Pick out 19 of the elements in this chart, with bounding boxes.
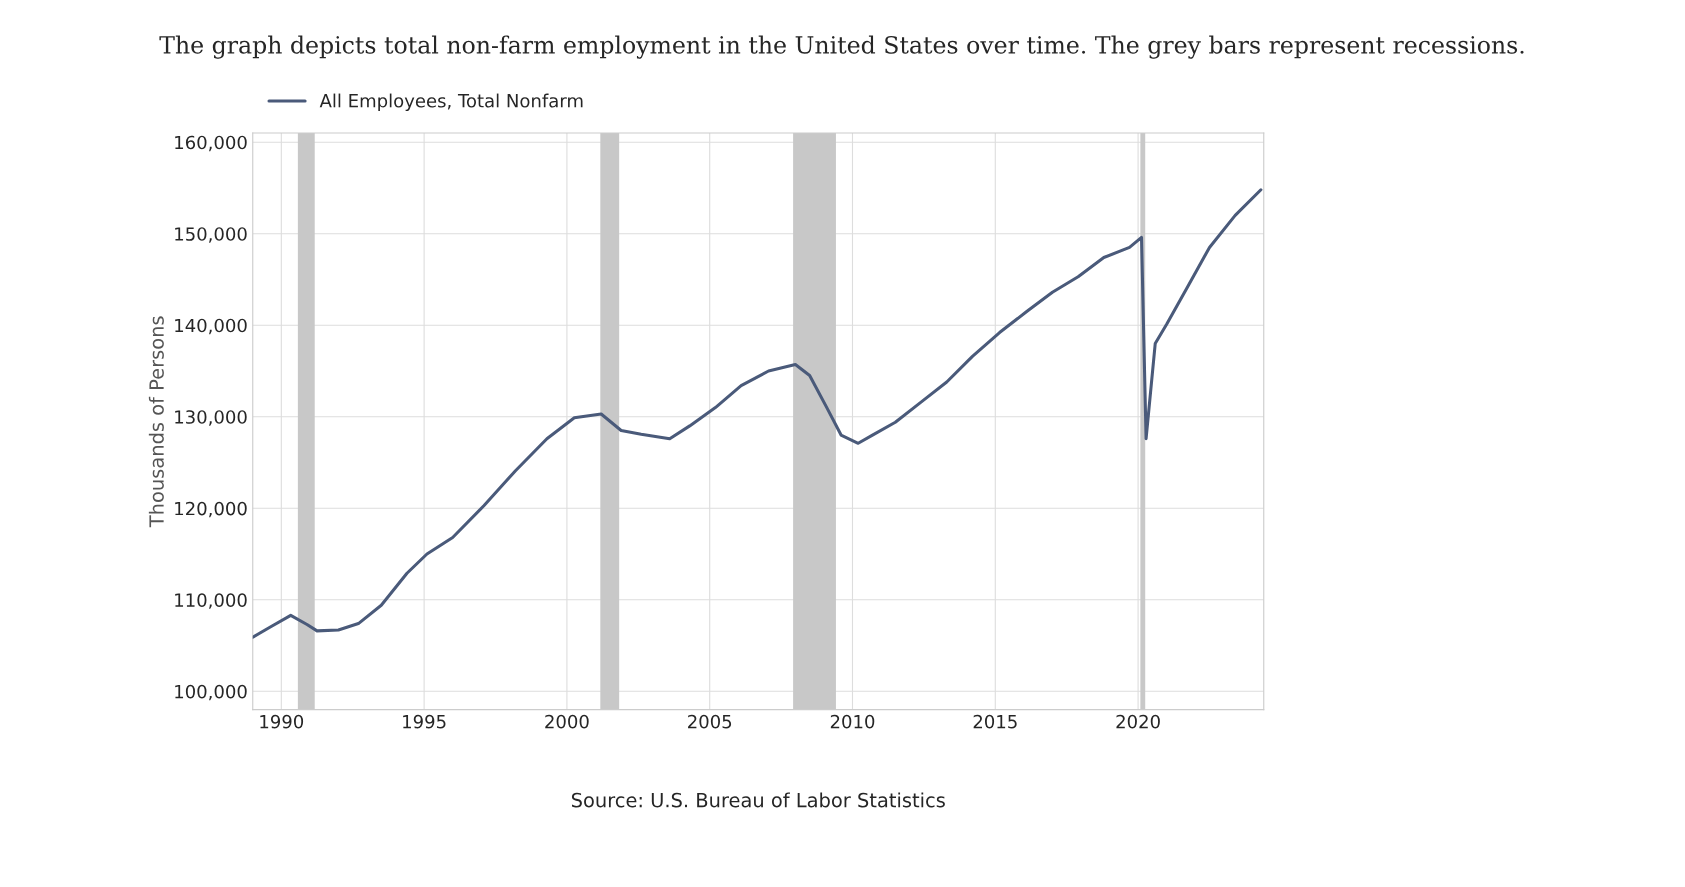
y-tick-label: 140,000: [175, 318, 247, 335]
x-tick-label: 1990: [260, 714, 304, 729]
legend-label: All Employees, Total Nonfarm: [319, 93, 583, 112]
x-tick-label: 2000: [545, 714, 589, 729]
y-tick-label: 130,000: [175, 410, 247, 426]
x-tick-label: 2015: [973, 714, 1017, 729]
y-tick-label: 110,000: [175, 593, 247, 609]
line-series: [252, 188, 1263, 639]
x-tick-label: 2010: [830, 714, 875, 729]
y-tick-label: 120,000: [175, 501, 247, 518]
y-tick-label: 150,000: [175, 227, 247, 243]
chart-title: The graph depicts total non-farm employment in the United States over time. The grey bars represent recessions.: [159, 35, 1524, 59]
source-note: Source: U.S. Bureau of Labor Statistics: [571, 792, 945, 808]
x-tick-label: 1995: [403, 714, 446, 729]
y-tick-label: 160,000: [175, 135, 247, 152]
y-tick-label: 100,000: [175, 684, 247, 701]
x-tick-label: 2020: [1116, 714, 1160, 729]
y-axis-title: Thousands of Persons: [148, 316, 164, 528]
x-tick-label: 2005: [688, 714, 732, 729]
